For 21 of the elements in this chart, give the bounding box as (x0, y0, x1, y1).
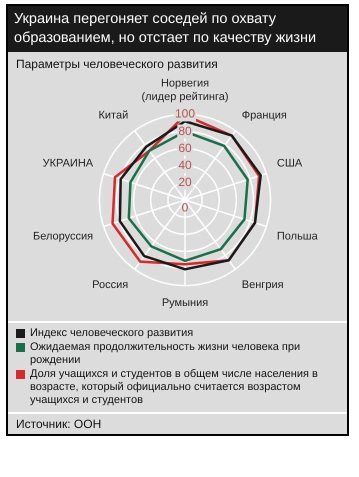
spoke-label: Венгрия (242, 278, 284, 291)
legend-label: Доля учащихся и студентов в общем числе населения в возрасте, который официально считается возрастом учащихся и студентов (30, 368, 319, 407)
spoke-label: США (276, 158, 303, 170)
chart-title: Украина перегоняет соседей по охвату образованием, но отстает по качеству жизни (8, 6, 347, 52)
y-tick-label: 0 (182, 200, 189, 214)
spoke-label: Россия (92, 278, 128, 291)
legend-label: Ожидаемая продолжительность жизни человека при рождении (30, 341, 302, 367)
spoke-label: Польша (276, 230, 319, 242)
y-tick-label: 80 (178, 124, 192, 138)
legend-label: Индекс человеческого развития (30, 327, 194, 340)
text: Источник: ООН (8, 412, 347, 434)
chart-subtitle: Параметры человеческого развития (15, 56, 219, 71)
spoke-label: УКРАИНА (42, 158, 94, 170)
y-tick-label: 60 (178, 140, 192, 155)
spoke-label: Норвегия (лидер рейтинга) (141, 78, 229, 103)
spoke-label: Белоруссия (33, 230, 94, 242)
y-tick-label: 20 (178, 175, 192, 190)
spoke-label: Франция (242, 109, 287, 122)
y-tick-label: 40 (178, 158, 192, 172)
spoke-label: Китай (98, 109, 128, 122)
spoke-label: Румыния (162, 297, 208, 310)
